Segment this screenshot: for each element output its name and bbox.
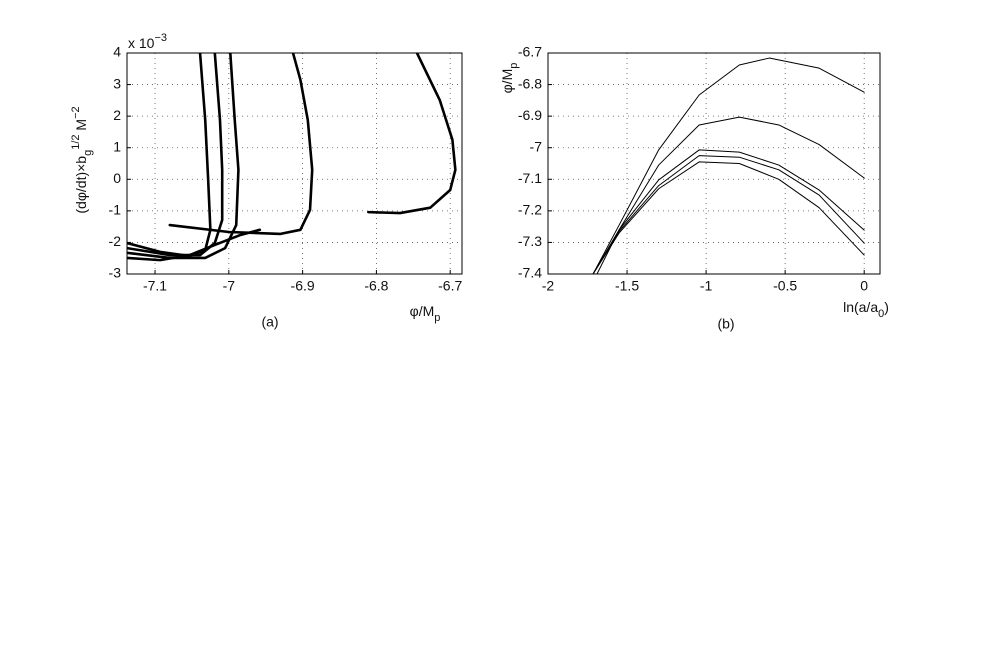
x-axis-label-part: p — [434, 312, 440, 324]
x-tick-label: -6.7 — [438, 278, 462, 294]
y-axis-label: (dφ/dt)×bg1/2 M−2 — [70, 106, 94, 213]
x-tick-label: 0 — [860, 278, 868, 294]
y-tick-label: -7 — [530, 138, 543, 154]
y-tick-label: 3 — [113, 75, 121, 91]
y-axis-label-part: −2 — [70, 106, 82, 119]
plot-frame — [547, 52, 881, 275]
y-tick-label: 1 — [113, 138, 121, 154]
curve — [127, 53, 212, 258]
x-axis-label-part: 0 — [878, 308, 884, 320]
x-tick-label: -6.9 — [291, 278, 315, 294]
x-axis-label-part: ) — [884, 299, 889, 315]
curve — [592, 155, 865, 274]
y-tick-label: -1 — [109, 202, 122, 218]
curve — [592, 57, 865, 274]
y-tick-label: -7.4 — [518, 265, 542, 281]
x-tick-label: -7 — [223, 278, 236, 294]
x-axis-label: φ/Mp — [410, 303, 441, 324]
curve — [596, 116, 865, 274]
curve — [127, 53, 224, 257]
x-axis-label-part: ln(a/a — [843, 299, 878, 315]
y-axis-label-part: φ/M — [499, 69, 515, 94]
y-axis-label-part: (dφ/dt)×b — [73, 156, 89, 214]
y-axis-label-part: g — [82, 150, 94, 156]
x-tick-label: -6.8 — [364, 278, 388, 294]
axis-multiplier-part: x 10 — [128, 35, 155, 51]
x-tick-label: -1 — [700, 278, 713, 294]
y-tick-label: -6.8 — [518, 75, 542, 91]
y-axis-label-part: 1/2 — [70, 134, 82, 149]
curve — [127, 228, 262, 262]
plot-area — [592, 57, 865, 274]
x-tick-label: -0.5 — [773, 278, 797, 294]
panel-caption: (a) — [261, 314, 278, 330]
panel-caption: (b) — [717, 316, 734, 332]
x-axis-label: ln(a/a0) — [843, 299, 889, 320]
curve — [592, 149, 865, 274]
y-axis-label: φ/Mp — [499, 63, 520, 94]
x-tick-label: -7.1 — [143, 278, 167, 294]
y-tick-label: 2 — [113, 107, 121, 123]
x-tick-label: -1.5 — [615, 278, 639, 294]
y-axis-label-part: p — [508, 63, 520, 69]
plot-frame — [126, 52, 463, 275]
y-tick-label: -6.9 — [518, 107, 542, 123]
axis-multiplier: x 10−3 — [128, 32, 167, 51]
y-tick-label: -3 — [109, 265, 122, 281]
y-tick-label: -7.1 — [518, 170, 542, 186]
x-tick-label: -2 — [542, 278, 555, 294]
curve — [366, 53, 457, 215]
axis-multiplier-part: −3 — [154, 32, 167, 44]
y-tick-label: 0 — [113, 170, 121, 186]
x-axis-label-part: φ/M — [410, 303, 435, 319]
curve — [592, 161, 865, 274]
y-axis-label-part: M — [73, 119, 89, 135]
y-tick-label: -7.2 — [518, 202, 542, 218]
y-tick-label: -6.7 — [518, 44, 542, 60]
y-tick-label: -2 — [109, 233, 122, 249]
plot-area — [127, 53, 457, 262]
y-tick-label: 4 — [113, 44, 121, 60]
curve — [168, 53, 314, 236]
y-tick-label: -7.3 — [518, 233, 542, 249]
